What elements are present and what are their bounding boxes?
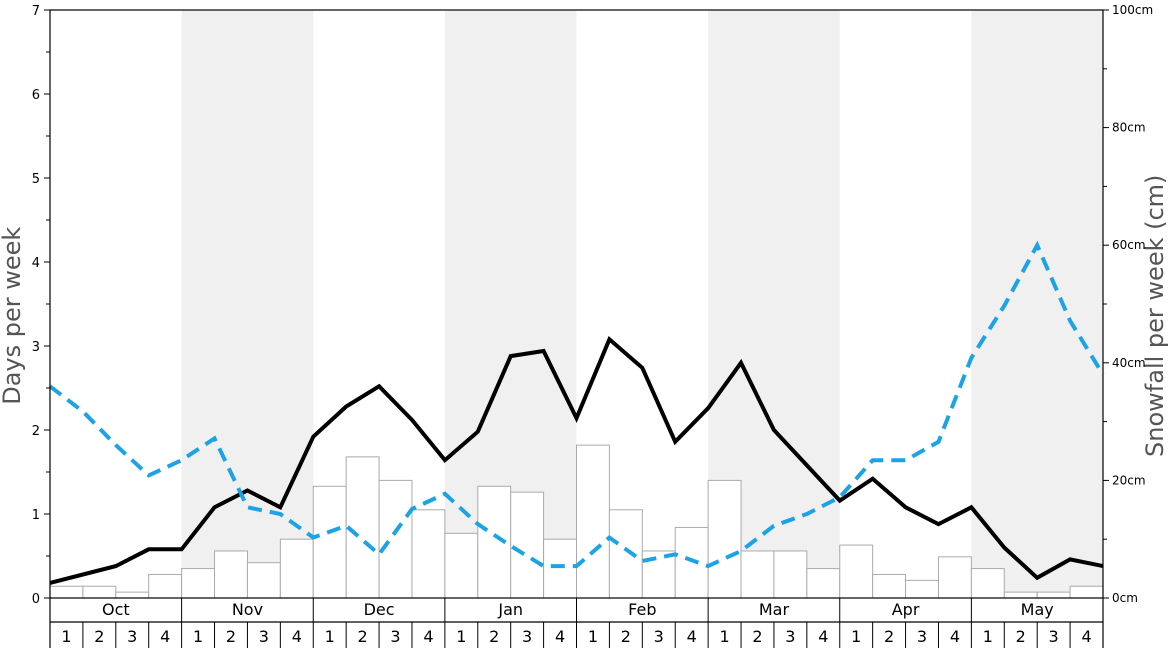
week-label: 3 (917, 627, 927, 646)
snowfall-bar (608, 509, 643, 599)
blue-dashed-line (48, 240, 1105, 569)
right-tick-label: 20cm (1112, 473, 1146, 487)
week-label: 4 (423, 627, 433, 646)
snowfall-bar (312, 485, 347, 599)
snowfall-bar (707, 479, 742, 599)
week-label: 4 (1081, 627, 1091, 646)
snowfall-bar (806, 568, 841, 599)
month-label: Oct (102, 600, 130, 619)
snowfall-bar (839, 544, 874, 599)
week-label: 2 (884, 627, 894, 646)
right-tick-label: 0cm (1112, 591, 1138, 605)
axis-labels: 0 1 2 3 4 5 6 7 0cm 20cm 40cm 60cm 80cm 100cm Days per… (0, 3, 1168, 646)
month-label: Mar (759, 600, 790, 619)
week-label: 4 (818, 627, 828, 646)
day-lines (48, 240, 1105, 585)
snowfall-bar (970, 568, 1005, 599)
right-tick-label: 60cm (1112, 238, 1146, 252)
black-line (49, 335, 1104, 585)
snowfall-bar (115, 591, 150, 599)
week-label: 3 (1049, 627, 1059, 646)
snowfall-bar (477, 485, 512, 599)
week-label: 3 (522, 627, 532, 646)
week-label: 3 (654, 627, 664, 646)
week-label: 3 (785, 627, 795, 646)
right-tick-label: 40cm (1112, 356, 1146, 370)
snowfall-bars (49, 444, 1104, 599)
week-label: 3 (390, 627, 400, 646)
left-tick-label: 1 (32, 508, 40, 523)
month-shade-may (971, 10, 1103, 598)
week-label: 1 (456, 627, 466, 646)
month-label: Feb (628, 600, 656, 619)
snowfall-bar (411, 509, 446, 599)
week-label: 3 (127, 627, 137, 646)
week-label: 1 (325, 627, 335, 646)
month-label: Jan (497, 600, 523, 619)
left-tick-label: 5 (32, 172, 40, 187)
week-label: 3 (259, 627, 269, 646)
right-tick-label: 100cm (1112, 3, 1153, 17)
left-tick-label: 7 (32, 4, 40, 19)
week-label: 1 (719, 627, 729, 646)
snowfall-bar (674, 526, 709, 599)
week-label: 1 (983, 627, 993, 646)
month-label: Dec (364, 600, 395, 619)
week-label: 1 (851, 627, 861, 646)
left-axis-title: Days per week (0, 227, 26, 405)
left-tick-label: 0 (32, 592, 40, 607)
right-tick-label: 80cm (1112, 121, 1146, 135)
snowfall-bar (49, 585, 84, 599)
right-axis-title: Snowfall per week (cm) (1141, 175, 1168, 457)
snowfall-bar (543, 538, 577, 599)
week-label: 2 (94, 627, 104, 646)
left-tick-label: 3 (32, 340, 40, 355)
month-label: Apr (892, 600, 920, 619)
snowfall-bar (181, 568, 216, 599)
snowfall-bar (872, 573, 907, 599)
snowfall-bar (1069, 585, 1104, 599)
week-label: 4 (160, 627, 170, 646)
week-label: 2 (226, 627, 236, 646)
snowfall-bar (82, 585, 117, 599)
week-label: 2 (489, 627, 499, 646)
snowfall-bar (773, 550, 808, 599)
week-label: 1 (193, 627, 203, 646)
week-label: 2 (621, 627, 631, 646)
snowfall-bar (905, 579, 939, 599)
month-shading-layer (181, 10, 1103, 598)
snowfall-bar (444, 532, 479, 599)
week-label: 4 (687, 627, 697, 646)
snowfall-bar (279, 538, 314, 599)
snowfall-bar (148, 573, 183, 599)
week-label: 4 (950, 627, 960, 646)
snowfall-bar (1003, 591, 1038, 599)
snowfall-bar (378, 479, 413, 599)
left-tick-label: 4 (32, 256, 40, 271)
week-label: 1 (61, 627, 71, 646)
snowfall-bar (510, 491, 545, 599)
week-label: 4 (292, 627, 302, 646)
left-tick-label: 2 (32, 424, 40, 439)
snowfall-bar (576, 444, 610, 599)
left-tick-label: 6 (32, 88, 40, 103)
week-label: 2 (358, 627, 368, 646)
snowfall-bar (937, 556, 972, 599)
month-label: Nov (232, 600, 263, 619)
snowfall-bar (740, 550, 775, 599)
snowfall-bar (1036, 591, 1071, 599)
week-label: 4 (555, 627, 565, 646)
snowfall-bar (246, 562, 281, 599)
month-label: May (1021, 600, 1054, 619)
snowfall-bar (214, 550, 248, 599)
week-label: 2 (1016, 627, 1026, 646)
week-label: 2 (752, 627, 762, 646)
week-label: 1 (588, 627, 598, 646)
axes (44, 9, 1109, 648)
month-shade-nov (181, 10, 314, 598)
